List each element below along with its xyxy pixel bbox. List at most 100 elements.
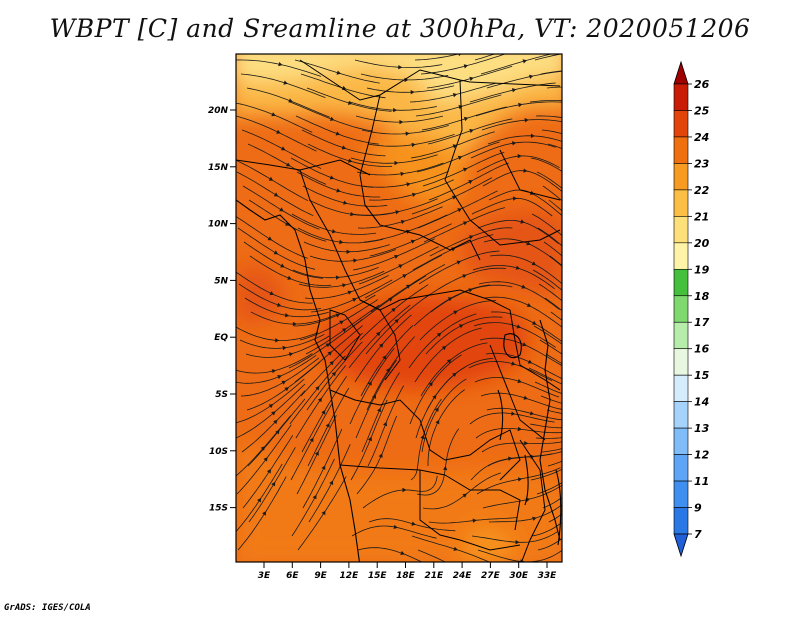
streamline [485,352,562,380]
stream-arrow [343,200,348,205]
streamline [410,398,442,481]
stream-arrow [284,387,289,392]
stream-arrow [383,421,388,427]
stream-arrow [406,182,411,187]
streamline [352,238,436,271]
stream-arrow [283,80,288,85]
colorbar-label: 15 [694,369,710,382]
stream-arrow [531,261,537,266]
stream-arrow [453,546,458,551]
lat-tick-label: 15S [209,504,228,514]
streamline [239,333,325,349]
colorbar-label: 19 [694,263,710,276]
stream-arrow [462,167,468,172]
stream-arrow [329,175,335,180]
border-rwanda-tanzania [489,344,546,441]
streamline [539,339,562,355]
colorbar-label: 20 [694,237,710,250]
lon-tick-label: 12E [340,571,360,581]
colorbar-box [673,507,689,535]
border-gabon-congo [329,309,361,361]
lon-tick-label: 3E [258,571,271,581]
stream-arrow [280,263,285,268]
streamline [299,299,379,341]
streamline [474,54,496,61]
streamline [301,376,348,453]
streamline [417,549,447,562]
plot-frame [235,53,563,563]
stream-arrow [378,453,383,458]
streamline [530,157,562,172]
stream-arrow [282,345,287,351]
stream-arrow [263,457,268,462]
streamline [474,377,560,398]
stream-arrow [321,465,326,470]
streamline [368,518,456,532]
streamline [349,101,437,111]
stream-arrow [527,359,533,364]
stream-arrow [268,404,274,409]
stream-arrow [391,308,396,313]
streamline [368,179,454,201]
stream-arrow [276,302,282,307]
stream-arrow [335,131,341,136]
stream-arrow [435,419,440,425]
colorbar-label: 12 [694,449,710,462]
stream-arrow [367,436,372,442]
stream-arrow [402,274,407,279]
streamline [241,129,322,169]
colorbar-label: 21 [694,210,709,223]
streamline [417,190,498,229]
colorbar-box [673,242,689,270]
stream-arrow [457,155,463,160]
stream-arrow [400,171,405,177]
stream-arrow [518,102,523,108]
colorbar-box [673,454,689,482]
stream-arrow [452,144,458,149]
stream-arrow [350,211,355,217]
stream-arrow [287,275,292,280]
colorbar-box [673,216,689,244]
streamline [529,100,562,103]
streamline [353,275,427,327]
colorbar-box [673,110,689,138]
streamline [301,129,386,157]
stream-arrow [394,160,399,166]
lon-tick-label: 30E [509,571,529,581]
stream-arrow [463,64,469,69]
streamline [546,409,562,414]
streamline [483,238,562,267]
lat-tick-label: 5S [215,390,228,400]
streamline [350,154,438,164]
border-uganda-kenya [509,309,561,391]
stream-arrow [262,511,267,516]
lat-tick-label: 5N [214,276,228,286]
lon-tick-label: 27E [481,571,501,581]
stream-arrow [526,241,531,246]
stream-arrow [522,342,527,347]
streamline [528,367,562,385]
streamline [302,428,343,509]
streamline [420,342,488,397]
stream-arrow [515,265,521,270]
streamline [236,171,314,217]
streamline [236,59,322,77]
streamline [487,135,562,145]
colorbar-box [673,321,689,350]
streamline [479,337,562,366]
stream-arrow [309,437,314,443]
streamline [351,198,438,216]
stream-arrow [278,62,283,67]
country-borders [236,59,561,562]
border-sudan-egypt [459,79,561,87]
longitude-axis: 3E 6E 9E 12E 15E 18E 21E 24E 27E 30E 33E [258,562,557,581]
stream-arrow [512,196,518,201]
streamline [549,255,562,267]
colorbar-label: 25 [694,104,710,117]
colorbar-label: 7 [694,528,702,541]
stream-arrow [273,250,279,255]
streamline [544,297,562,312]
border-mozambique [519,439,546,562]
colorbar-label: 17 [694,316,710,329]
